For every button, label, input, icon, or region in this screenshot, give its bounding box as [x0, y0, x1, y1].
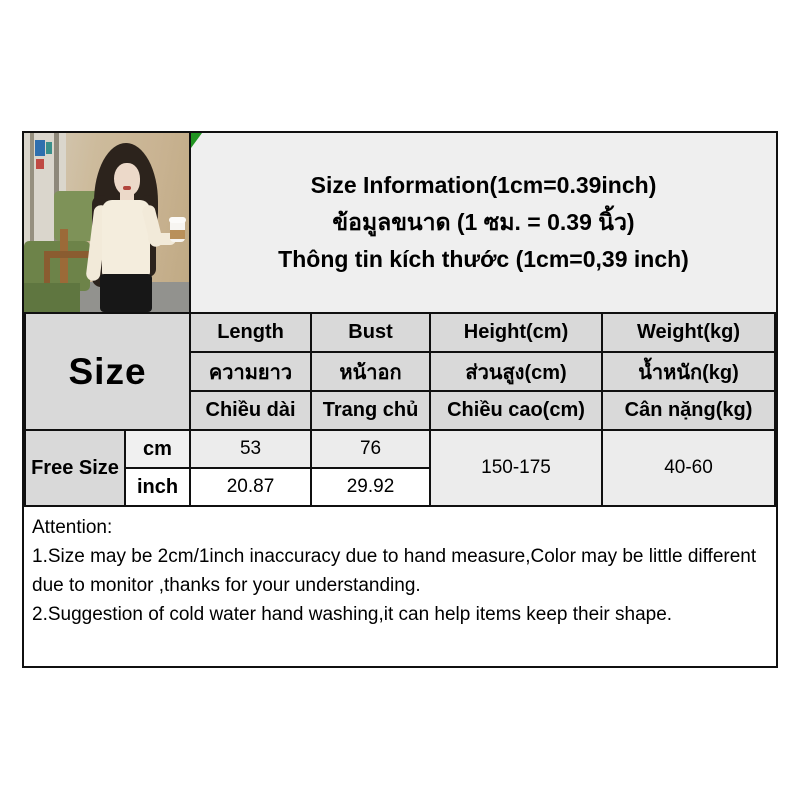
col-header-bust-th: หน้าอก [310, 351, 432, 392]
photo-wooden-chair [60, 229, 68, 291]
photo-window-sign [36, 159, 44, 169]
model-forearm [148, 233, 176, 245]
photo-window-frame [30, 133, 34, 285]
green-corner-triangle-icon [191, 133, 202, 148]
header-row-english: Size Length Bust Height(cm) Weight(kg) [23, 312, 777, 431]
attention-note: 1.Size may be 2cm/1inch inaccuracy due t… [32, 546, 757, 596]
model-black-skirt [100, 274, 152, 312]
col-header-length-en: Length [189, 312, 313, 353]
value-height-range: 150-175 [429, 429, 604, 507]
col-header-length-th: ความยาว [189, 351, 313, 392]
title-area: Size Information(1cm=0.39inch) ข้อมูลขนา… [191, 133, 776, 312]
product-photo [24, 133, 191, 312]
col-header-weight-th: น้ำหนัก(kg) [601, 351, 777, 392]
col-header-bust-en: Bust [310, 312, 432, 353]
data-row-inch: inch 20.87 29.92 [25, 467, 775, 507]
title-vietnamese: Thông tin kích thước (1cm=0,39 inch) [278, 246, 689, 272]
value-bust-inch: 29.92 [310, 467, 432, 507]
photo-window-sign [35, 140, 45, 156]
attention-heading: Attention: [32, 517, 113, 538]
title-english: Size Information(1cm=0.39inch) [310, 172, 657, 198]
col-header-height-vi: Chiều cao(cm) [429, 390, 604, 431]
free-size-label: Free Size [24, 429, 126, 507]
photo-wooden-chair [44, 251, 90, 258]
header-row-vietnamese: Chiều dài Trang chủ Chiều cao(cm) Cân nặ… [25, 390, 777, 431]
photo-green-bench [24, 241, 90, 291]
coffee-cup-lid [169, 217, 186, 223]
col-header-bust-vi: Trang chủ [310, 390, 432, 431]
size-chart-panel: Size Information(1cm=0.39inch) ข้อมูลขนา… [22, 131, 778, 668]
value-length-cm: 53 [189, 429, 313, 469]
coffee-cup-sleeve [170, 230, 185, 239]
col-header-height-th: ส่วนสูง(cm) [429, 351, 604, 392]
size-table: Size Length Bust Height(cm) Weight(kg) ค… [23, 312, 777, 507]
data-row-cm: Free Size cm 53 76 150-175 40-60 [24, 429, 777, 507]
photo-green-seat [24, 283, 80, 312]
unit-label-inch: inch [123, 467, 192, 507]
attention-note: 2.Suggestion of cold water hand washing,… [32, 604, 673, 625]
header-row-thai: ความยาว หน้าอก ส่วนสูง(cm) น้ำหนัก(kg) [25, 351, 777, 392]
attention-section: Attention: 1.Size may be 2cm/1inch inacc… [24, 507, 776, 666]
col-header-length-vi: Chiều dài [189, 390, 313, 431]
model-face [114, 163, 140, 196]
value-weight-range: 40-60 [601, 429, 777, 507]
top-section: Size Information(1cm=0.39inch) ข้อมูลขนา… [24, 133, 776, 312]
size-corner-cell: Size [23, 312, 192, 431]
value-length-inch: 20.87 [189, 467, 313, 507]
col-header-weight-vi: Cân nặng(kg) [601, 390, 777, 431]
col-header-height-en: Height(cm) [429, 312, 604, 353]
photo-wooden-chair [44, 253, 50, 295]
unit-label-cm: cm [123, 429, 192, 469]
model-lips [123, 186, 131, 190]
col-header-weight-en: Weight(kg) [601, 312, 777, 353]
photo-window-sign [46, 142, 52, 154]
title-thai: ข้อมูลขนาด (1 ซม. = 0.39 นิ้ว) [332, 209, 635, 235]
value-bust-cm: 76 [310, 429, 432, 469]
